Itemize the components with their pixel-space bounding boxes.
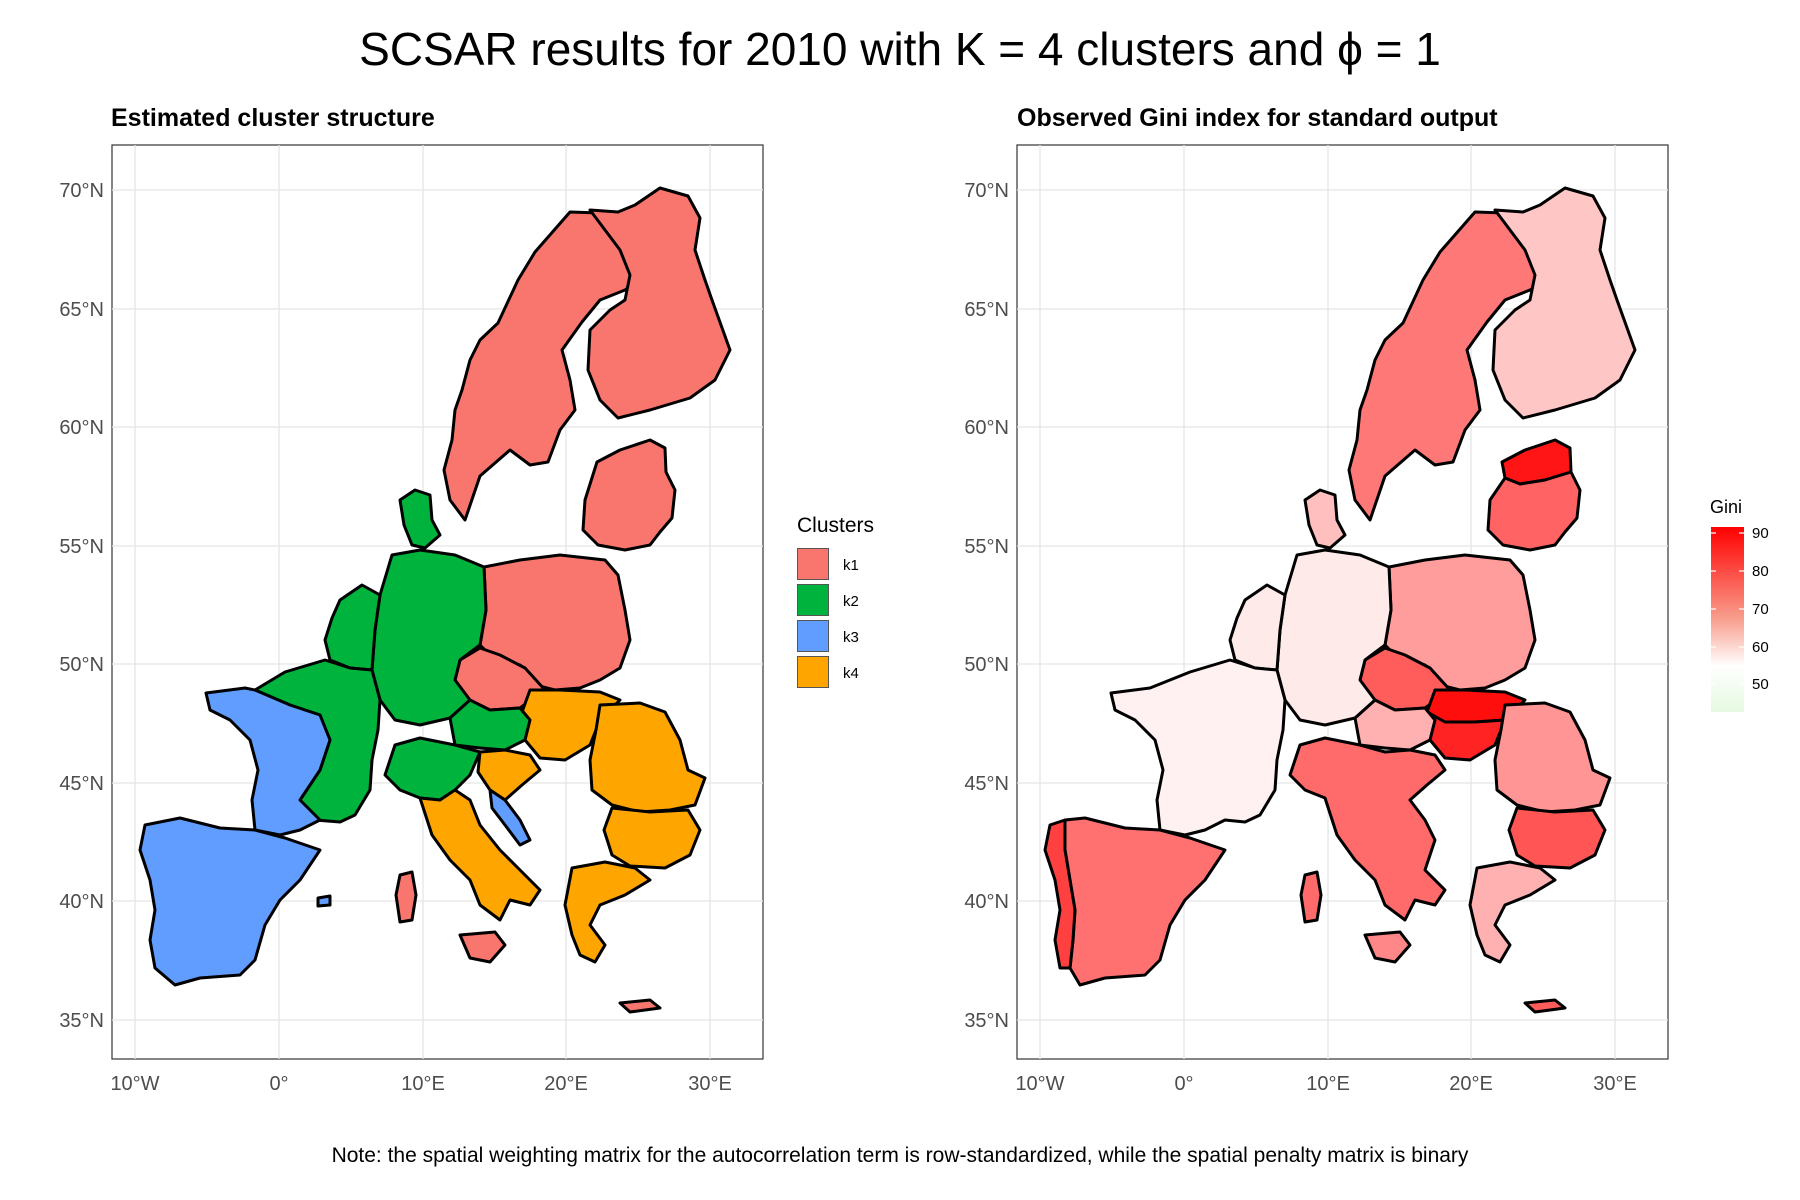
right-lat-65: 65°N: [964, 299, 1009, 321]
left-lat-55: 55°N: [59, 536, 104, 558]
right-lon-10w: 10°W: [1015, 1073, 1064, 1095]
gini-region-austria: [1353, 698, 1437, 752]
left-panel-title: Estimated cluster structure: [111, 104, 435, 132]
left-lat-axis: 70°N 65°N 60°N 55°N 50°N 45°N 40°N 35°N: [59, 180, 104, 1032]
left-map: [138, 186, 732, 1014]
legend-swatch-k3: [797, 620, 829, 652]
region-baltics: [581, 438, 677, 552]
right-map-panel: 70°N 65°N 60°N 55°N 50°N 45°N 40°N 35°N …: [964, 144, 1769, 1095]
gini-region-bulgaria: [1507, 806, 1607, 870]
legend-swatch-k2: [797, 584, 829, 616]
gini-region-crete: [1523, 998, 1567, 1014]
left-lon-axis: 10°W 0° 10°E 20°E 30°E: [110, 1073, 731, 1095]
left-lat-65: 65°N: [59, 299, 104, 321]
gini-tick-90: 90: [1752, 525, 1769, 542]
left-lon-30e: 30°E: [688, 1073, 732, 1095]
right-lat-axis: 70°N 65°N 60°N 55°N 50°N 45°N 40°N 35°N: [964, 180, 1009, 1032]
gini-region-romania: [1493, 701, 1612, 814]
gini-colorbar-ticks: [1711, 532, 1744, 685]
legend-label-k1: k1: [843, 557, 859, 574]
gini-region-sardinia: [1299, 870, 1323, 924]
region-iberia: [138, 816, 322, 987]
gini-tick-70: 70: [1752, 601, 1769, 618]
legend-swatch-k4: [797, 656, 829, 688]
gini-region-finland: [1491, 186, 1637, 420]
left-lat-40: 40°N: [59, 891, 104, 913]
legend-label-k3: k3: [843, 629, 859, 646]
legend-swatch-k1: [797, 548, 829, 580]
region-greece: [563, 860, 652, 964]
gini-legend-title: Gini: [1710, 497, 1743, 517]
region-croatian-coast: [488, 788, 532, 847]
right-map: [1043, 186, 1637, 1014]
gini-colorbar: [1711, 527, 1744, 712]
left-lon-10w: 10°W: [110, 1073, 159, 1095]
left-lat-35: 35°N: [59, 1010, 104, 1032]
gini-tick-80: 80: [1752, 563, 1769, 580]
right-lon-0: 0°: [1174, 1073, 1193, 1095]
main-title: SCSAR results for 2010 with K = 4 cluste…: [359, 23, 1441, 75]
gini-tick-50: 50: [1752, 676, 1769, 693]
legend-label-k4: k4: [843, 665, 859, 682]
right-lat-35: 35°N: [964, 1010, 1009, 1032]
region-slovenia-croatia: [476, 748, 542, 802]
gini-region-hungary-south: [1425, 710, 1507, 762]
right-lat-55: 55°N: [964, 536, 1009, 558]
region-finland: [586, 186, 732, 420]
right-lon-axis: 10°W 0° 10°E 20°E 30°E: [1015, 1073, 1636, 1095]
gini-region-sicily: [1363, 930, 1412, 964]
right-panel-title: Observed Gini index for standard output: [1017, 104, 1498, 132]
right-lat-50: 50°N: [964, 654, 1009, 676]
left-lon-10e: 10°E: [401, 1073, 445, 1095]
region-southern-italy: [418, 788, 542, 922]
footnote: Note: the spatial weighting matrix for t…: [331, 1144, 1469, 1167]
region-crete: [618, 998, 662, 1014]
left-lat-60: 60°N: [59, 417, 104, 439]
region-germany: [370, 548, 488, 727]
right-lon-30e: 30°E: [1593, 1073, 1637, 1095]
right-lat-40: 40°N: [964, 891, 1009, 913]
gini-region-portugal: [1043, 818, 1077, 970]
gini-tick-60: 60: [1752, 639, 1769, 656]
clusters-legend-title: Clusters: [797, 514, 875, 537]
region-balearic: [316, 894, 332, 908]
right-lat-70: 70°N: [964, 180, 1009, 202]
left-lat-45: 45°N: [59, 773, 104, 795]
left-map-panel: 70°N 65°N 60°N 55°N 50°N 45°N 40°N 35°N …: [59, 144, 764, 1095]
right-lon-20e: 20°E: [1449, 1073, 1493, 1095]
region-austria: [448, 698, 532, 752]
left-lat-50: 50°N: [59, 654, 104, 676]
gini-region-denmark: [1303, 488, 1347, 550]
gini-region-latvia-lithuania: [1486, 470, 1582, 552]
gini-legend-labels: 90 80 70 60 50: [1752, 525, 1769, 693]
gini-region-greece: [1468, 860, 1557, 964]
left-lon-20e: 20°E: [544, 1073, 588, 1095]
right-lon-10e: 10°E: [1306, 1073, 1350, 1095]
region-western-france: [204, 686, 332, 837]
region-denmark: [398, 488, 442, 550]
legend-label-k2: k2: [843, 593, 859, 610]
left-lat-70: 70°N: [59, 180, 104, 202]
gini-region-germany: [1275, 548, 1393, 727]
gini-region-france: [1109, 658, 1287, 837]
region-sardinia: [394, 870, 418, 924]
left-lon-0: 0°: [269, 1073, 288, 1095]
region-sicily: [458, 930, 507, 964]
region-bulgaria: [602, 806, 702, 870]
region-romania: [588, 701, 707, 814]
right-lat-45: 45°N: [964, 773, 1009, 795]
right-lat-60: 60°N: [964, 417, 1009, 439]
